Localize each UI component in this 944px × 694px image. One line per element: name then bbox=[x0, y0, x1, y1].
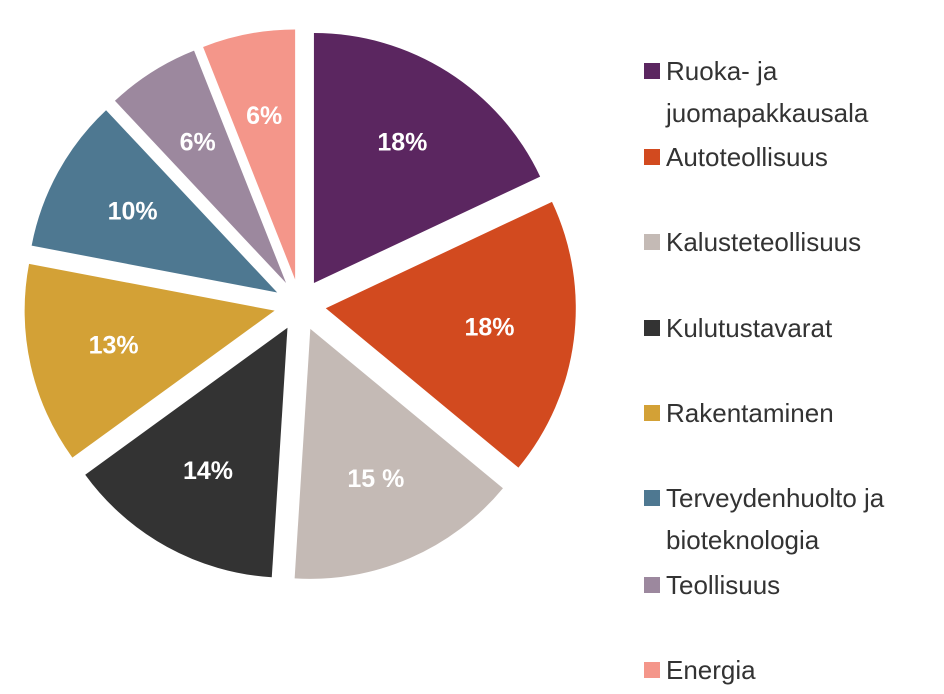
legend-label: Ruoka- ja juomapakkausala bbox=[666, 56, 869, 128]
legend-item: Terveydenhuolto ja bioteknologia bbox=[640, 477, 932, 561]
legend-swatch bbox=[644, 577, 660, 593]
legend-item: Teollisuus bbox=[640, 564, 932, 606]
data-label: 6% bbox=[246, 102, 282, 130]
legend-item: Ruoka- ja juomapakkausala bbox=[640, 50, 932, 134]
legend-swatch bbox=[644, 490, 660, 506]
data-label: 14% bbox=[183, 457, 233, 485]
legend-label: Kulutustavarat bbox=[666, 313, 833, 343]
pie-slice bbox=[313, 33, 541, 284]
pie-slice bbox=[294, 328, 503, 579]
chart: 18% 18% 15 % 14% 13% 10% 6% 6% bbox=[24, 29, 576, 579]
data-label: 18% bbox=[377, 128, 427, 156]
legend-swatch bbox=[644, 63, 660, 79]
legend-label: Teollisuus bbox=[666, 570, 781, 600]
data-label: 18% bbox=[464, 314, 514, 342]
data-label: 13% bbox=[89, 331, 139, 359]
legend: Ruoka- ja juomapakkausala Autoteollisuus K… bbox=[640, 0, 940, 694]
legend-swatch bbox=[644, 234, 660, 250]
pie-slice bbox=[203, 29, 296, 280]
legend-swatch bbox=[644, 320, 660, 336]
legend-item: Energia bbox=[640, 649, 932, 691]
legend-swatch bbox=[644, 149, 660, 165]
legend-swatch bbox=[644, 662, 660, 678]
pie-slice bbox=[114, 50, 287, 284]
legend-item: Kulutustavarat bbox=[640, 307, 932, 349]
pie-slice bbox=[31, 110, 278, 293]
pie-slice bbox=[325, 201, 576, 468]
legend-label: Rakentaminen bbox=[666, 398, 834, 428]
legend-label: Autoteollisuus bbox=[666, 142, 828, 172]
legend-label: Kalusteteollisuus bbox=[666, 227, 862, 257]
legend-item: Kalusteteollisuus bbox=[640, 221, 932, 263]
legend-swatch bbox=[644, 405, 660, 421]
data-label: 15 % bbox=[347, 465, 404, 493]
pie-slice bbox=[24, 263, 275, 458]
legend-item: Autoteollisuus bbox=[640, 136, 932, 178]
legend-label: Terveydenhuolto ja bioteknologia bbox=[666, 483, 885, 555]
legend-item: Rakentaminen bbox=[640, 392, 932, 434]
data-label: 10% bbox=[108, 198, 158, 226]
legend-label: Energia bbox=[666, 655, 756, 685]
pie-slice bbox=[85, 327, 288, 578]
data-label: 6% bbox=[180, 128, 216, 156]
